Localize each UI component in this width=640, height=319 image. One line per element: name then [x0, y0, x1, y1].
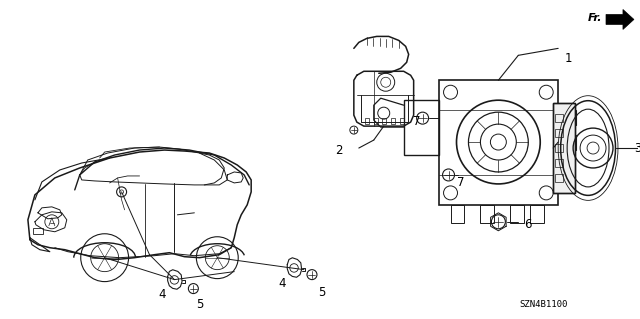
Text: 3: 3	[634, 142, 640, 154]
Text: 1: 1	[564, 52, 572, 65]
Text: SZN4B1100: SZN4B1100	[519, 300, 568, 309]
Text: 4: 4	[278, 277, 286, 290]
Bar	[555, 159, 563, 167]
Bar	[365, 118, 369, 124]
Bar	[558, 135, 576, 150]
Text: 7: 7	[457, 176, 464, 189]
Bar	[374, 118, 378, 124]
Polygon shape	[606, 10, 634, 29]
Bar	[510, 205, 524, 223]
Text: 6: 6	[525, 218, 532, 231]
Bar	[451, 205, 465, 223]
Bar	[400, 118, 404, 124]
Text: 2: 2	[335, 144, 342, 157]
Bar	[531, 205, 544, 223]
Text: Fr.: Fr.	[588, 13, 602, 24]
Bar	[558, 110, 576, 125]
Bar	[553, 103, 575, 193]
Bar	[555, 144, 563, 152]
Bar	[438, 80, 558, 205]
Bar	[391, 118, 395, 124]
Bar	[404, 100, 438, 155]
Bar	[555, 114, 563, 122]
Bar	[382, 118, 386, 124]
Text: 7: 7	[413, 115, 420, 128]
Bar	[33, 228, 43, 234]
Bar	[555, 174, 563, 182]
Text: 4: 4	[159, 288, 166, 301]
Bar	[553, 103, 575, 193]
Text: 5: 5	[318, 286, 326, 299]
Bar	[481, 205, 494, 223]
Bar	[555, 129, 563, 137]
Text: 5: 5	[196, 298, 203, 311]
